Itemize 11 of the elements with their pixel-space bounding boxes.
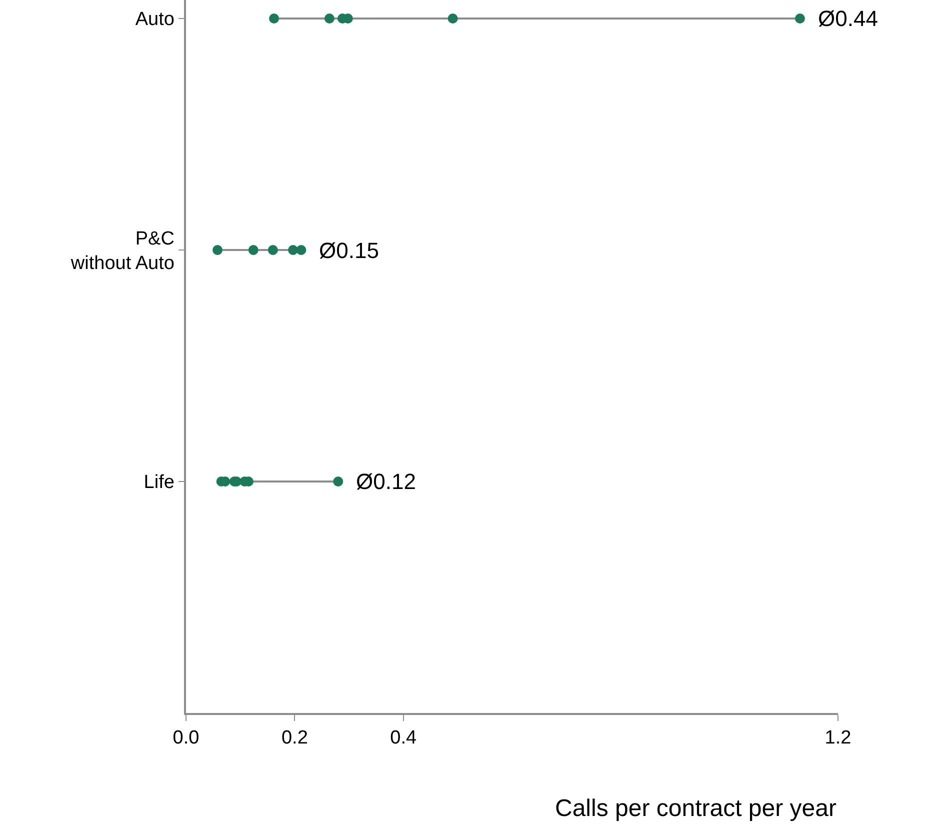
x-tick-label: 1.2 xyxy=(824,728,852,749)
y-tick-label: P&C without Auto xyxy=(70,228,174,274)
annotation: Ø0.44 xyxy=(818,6,878,31)
x-tick-label: 0.2 xyxy=(281,728,308,749)
x-tick-label: 0.0 xyxy=(172,728,200,749)
y-tick-label: Life xyxy=(144,472,174,494)
annotation: Ø0.15 xyxy=(319,238,379,263)
x-tick-label: 0.4 xyxy=(390,728,417,749)
annotation: Ø0.12 xyxy=(356,469,416,494)
x-axis-title: Calls per contract per year xyxy=(555,795,836,822)
y-tick-label: Auto xyxy=(135,9,174,30)
